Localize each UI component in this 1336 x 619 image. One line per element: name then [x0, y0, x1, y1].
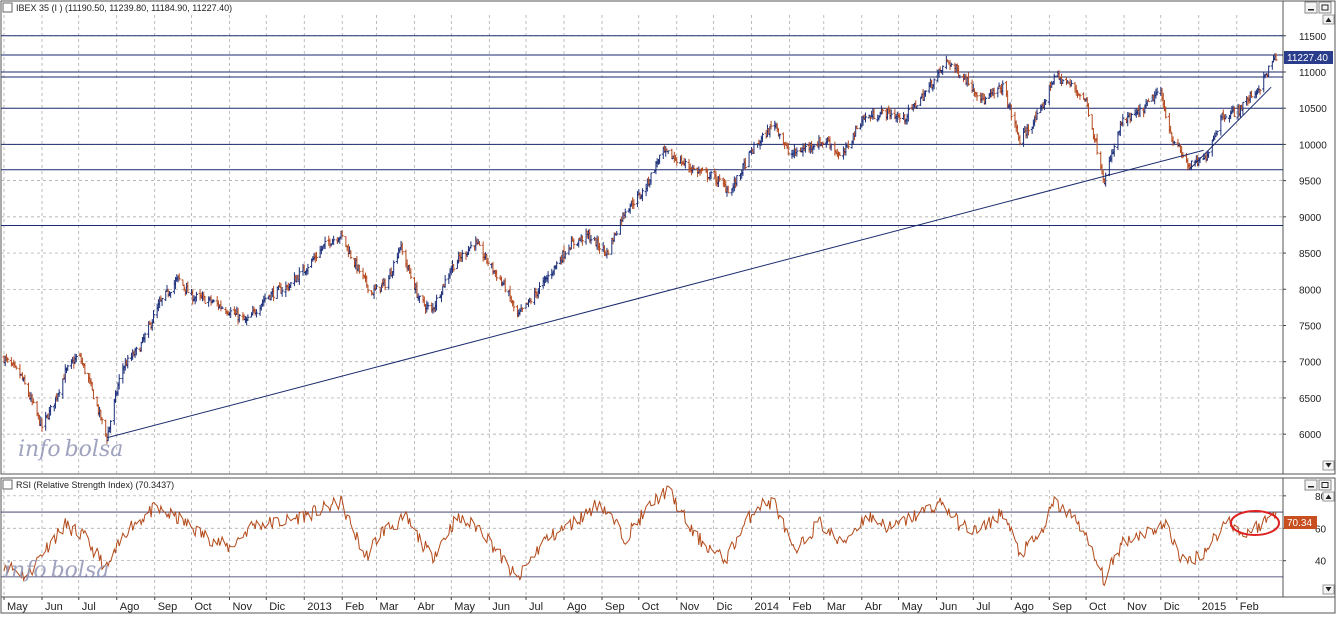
rsi-highlight-circle — [1230, 510, 1280, 536]
x-tick-label: Feb — [345, 601, 364, 613]
price-y-tick-label: 6500 — [1299, 394, 1322, 405]
x-tick-label: Mar — [380, 601, 399, 613]
price-y-tick-label: 8500 — [1299, 249, 1322, 260]
x-tick-label: Sep — [158, 601, 178, 613]
price-minimize-button[interactable] — [1304, 1, 1318, 14]
scroll-up-icon — [1325, 17, 1332, 22]
x-tick-label: Feb — [793, 601, 812, 613]
price-y-tick-label: 8000 — [1299, 285, 1322, 296]
maximize-icon — [1321, 4, 1329, 11]
price-horizontal-levels — [1, 35, 1283, 227]
watermark-rsi: info bolsa — [4, 558, 109, 583]
price-panel-frame — [0, 0, 1284, 475]
rsi-y-tick-label: 60 — [1315, 524, 1327, 535]
rsi-line — [3, 485, 1277, 587]
price-y-tick-label: 10500 — [1299, 104, 1327, 115]
x-tick-label: Nov — [680, 601, 700, 613]
minimize-icon — [1308, 486, 1314, 488]
price-bars — [2, 53, 1278, 444]
price-y-tick-label: 9000 — [1299, 213, 1322, 224]
watermark-part1: info — [4, 558, 47, 583]
x-tick-label: Oct — [642, 601, 659, 613]
x-axis-tick-labels: May Jun Jul Ago Sep Oct Nov Dic 2013 Feb Mar Abr May… — [3, 597, 1259, 613]
x-tick-label: Jun — [45, 601, 63, 613]
rsi-panel-title: RSI (Relative Strength Index) (70.3437) — [16, 480, 174, 490]
rsi-panel-collapse-box[interactable] — [2, 479, 13, 490]
rsi-maximize-button[interactable] — [1318, 479, 1332, 491]
price-trendline — [1188, 86, 1272, 171]
price-maximize-button[interactable] — [1318, 1, 1332, 14]
x-tick-label: Jun — [492, 601, 510, 613]
price-y-tick-label: 7000 — [1299, 358, 1322, 369]
watermark-part2: bolsa — [51, 558, 110, 583]
x-axis-area — [0, 596, 1336, 614]
x-tick-label: Oct — [1089, 601, 1106, 613]
rsi-panel-window-buttons[interactable] — [1304, 479, 1332, 491]
rsi-y-tick-label: 40 — [1315, 557, 1327, 568]
watermark-part2: bolsa — [65, 437, 124, 462]
x-tick-label: Oct — [194, 601, 211, 613]
x-tick-label: Sep — [1052, 601, 1072, 613]
x-tick-label: Abr — [865, 601, 882, 613]
x-tick-label: Nov — [1127, 601, 1147, 613]
x-tick-label: May — [7, 601, 28, 613]
x-tick-label: Jul — [82, 601, 96, 613]
maximize-icon — [1321, 482, 1329, 488]
x-tick-label: Nov — [232, 601, 252, 613]
minimize-icon — [1308, 9, 1314, 11]
price-last-label: 11227.40 — [1287, 53, 1328, 64]
x-tick-label: 2014 — [755, 601, 779, 613]
watermark-price: info bolsa — [18, 437, 123, 462]
price-y-tick-label: 10000 — [1299, 140, 1327, 151]
price-y-tick-labels: 6000 6500 7000 7500 8000 8500 9000 9500 10000 105… — [1283, 32, 1327, 441]
scroll-down-icon — [1325, 463, 1332, 468]
x-tick-label: Ago — [1014, 601, 1034, 613]
x-tick-label: Ago — [567, 601, 587, 613]
rsi-last-label: 70.34 — [1287, 518, 1312, 529]
price-last-badge — [1284, 51, 1333, 64]
rsi-last-badge — [1284, 516, 1317, 529]
x-tick-label: Dic — [717, 601, 733, 613]
scroll-down-icon — [1325, 587, 1332, 592]
price-y-tick-label: 7500 — [1299, 322, 1322, 333]
x-tick-label: Ago — [120, 601, 140, 613]
price-panel-window-buttons[interactable] — [1304, 1, 1332, 14]
x-tick-label: Feb — [1240, 601, 1259, 613]
price-panel-title: IBEX 35 (I ) (11190.50, 11239.80, 11184.… — [16, 3, 232, 13]
x-tick-label: Jun — [940, 601, 958, 613]
watermark-part1: info — [18, 437, 61, 462]
x-tick-label: May — [902, 601, 923, 613]
x-tick-label: 2015 — [1202, 601, 1226, 613]
x-tick-label: Abr — [418, 601, 435, 613]
price-panel-collapse-box[interactable] — [2, 2, 13, 13]
price-y-tick-label: 6000 — [1299, 430, 1322, 441]
price-trendlines — [106, 86, 1272, 439]
rsi-minimize-button[interactable] — [1304, 479, 1318, 491]
price-y-tick-label: 11500 — [1299, 32, 1327, 43]
rsi-y-tick-label: 80 — [1315, 492, 1327, 503]
price-y-tick-label: 11000 — [1299, 68, 1327, 79]
x-tick-label: Dic — [269, 601, 285, 613]
price-y-tick-label: 9500 — [1299, 177, 1322, 188]
x-tick-label: 2013 — [307, 601, 331, 613]
x-tick-label: Jul — [976, 601, 990, 613]
x-tick-label: Mar — [827, 601, 846, 613]
price-axis-area — [1282, 0, 1336, 475]
rsi-scroll-buttons[interactable] — [1322, 491, 1335, 595]
x-tick-label: May — [454, 601, 475, 613]
price-scroll-buttons[interactable] — [1322, 14, 1335, 471]
x-tick-label: Dic — [1164, 601, 1180, 613]
rsi-grid — [1, 490, 1283, 597]
x-tick-label: Sep — [605, 601, 625, 613]
price-trendline — [106, 149, 1204, 439]
x-tick-label: Jul — [529, 601, 543, 613]
scroll-up-icon — [1325, 494, 1332, 499]
